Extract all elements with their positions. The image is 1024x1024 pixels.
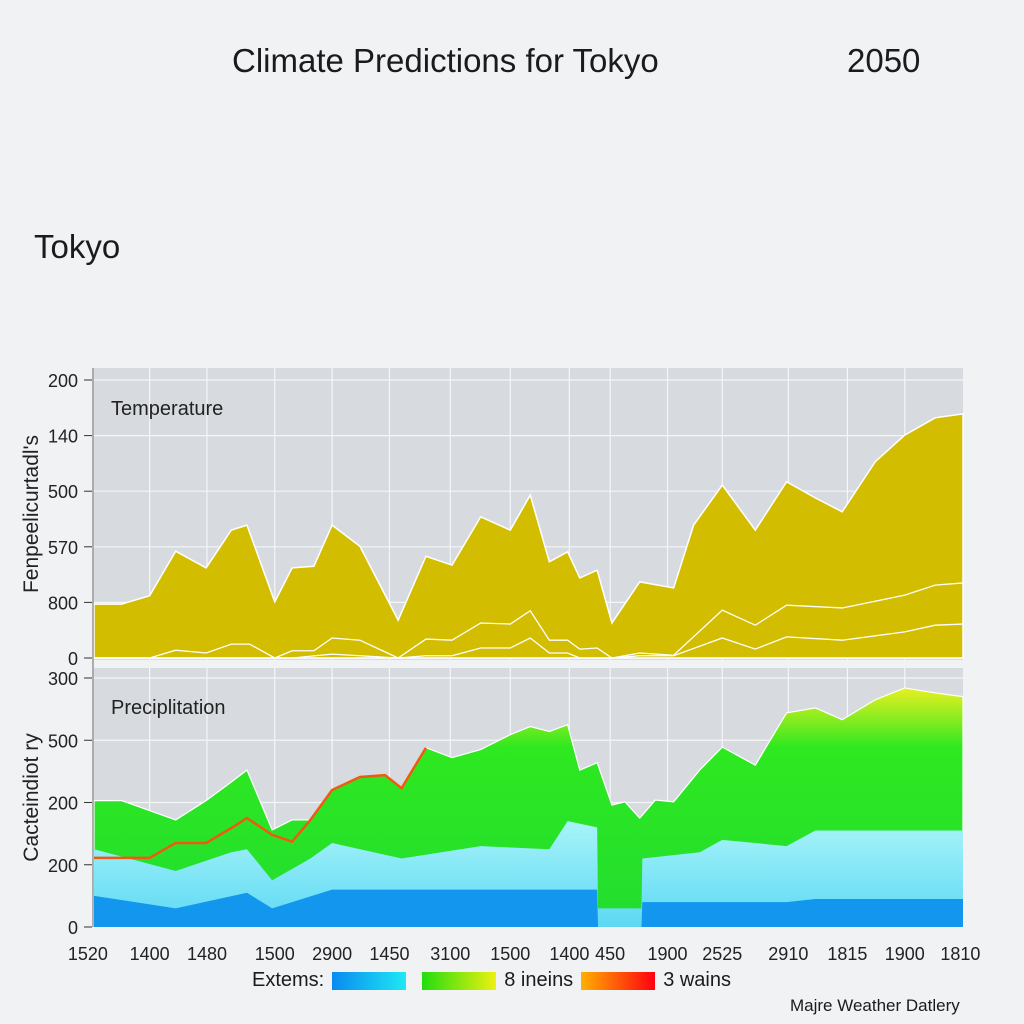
y-tick-label: 800 [48,593,78,613]
legend-swatch-blue [332,971,407,990]
y-axis-label: Cacteindiot ry [20,733,43,862]
legend-swatch-green [422,971,497,990]
temperature-line-lower [94,623,964,659]
y-tick-label: 200 [48,794,78,814]
y-tick-label: 200 [48,856,78,876]
x-tick-label: 1520 [68,944,108,964]
panel-title: Temperature [111,398,223,420]
y-tick-label: 300 [48,669,78,689]
x-tick-label: 2910 [768,944,808,964]
x-tick-label: 1500 [490,944,530,964]
x-tick-label: 1400 [130,944,170,964]
legend: Extems: 8 ineins 3 wains [252,969,731,992]
x-tick-label: 3100 [430,944,470,964]
y-tick-label: 140 [48,427,78,447]
x-tick-label: 1900 [648,944,688,964]
y-tick-label: 500 [48,482,78,502]
legend-title: Extems: [252,969,325,991]
temperature-area-upper [93,413,964,659]
x-tick-label: 1810 [940,944,980,964]
legend-label-green: 8 ineins [504,969,574,991]
x-tick-label: 1480 [187,944,227,964]
x-tick-label: 2525 [702,944,742,964]
city-label: Tokyo [34,228,121,265]
legend-swatch-red [581,971,656,990]
legend-label-red: 3 wains [663,969,731,991]
x-tick-label: 1450 [369,944,409,964]
y-tick-label: 0 [68,649,78,669]
x-tick-label: 1400 [549,944,589,964]
y-tick-label: 570 [48,538,78,558]
chart-title: Climate Predictions for Tokyo [232,42,659,79]
year-label: 2050 [847,42,921,79]
y-tick-label: 0 [68,918,78,938]
x-tick-label: 1500 [255,944,295,964]
y-tick-label: 500 [48,731,78,751]
credit: Majre Weather Datlery [790,996,960,1015]
precipitation-area-blue [94,889,963,927]
temperature-line-middle [94,582,964,659]
y-tick-label: 200 [48,371,78,391]
x-tick-label: 2900 [312,944,352,964]
y-axis-label: Fenpeelicurtadl's [20,435,43,593]
precipitation-line-red [94,747,428,860]
panel-title: Preciplitation [111,697,226,719]
x-tick-label: 1900 [885,944,925,964]
x-tick-label: 450 [595,944,625,964]
x-tick-label: 1815 [827,944,867,964]
